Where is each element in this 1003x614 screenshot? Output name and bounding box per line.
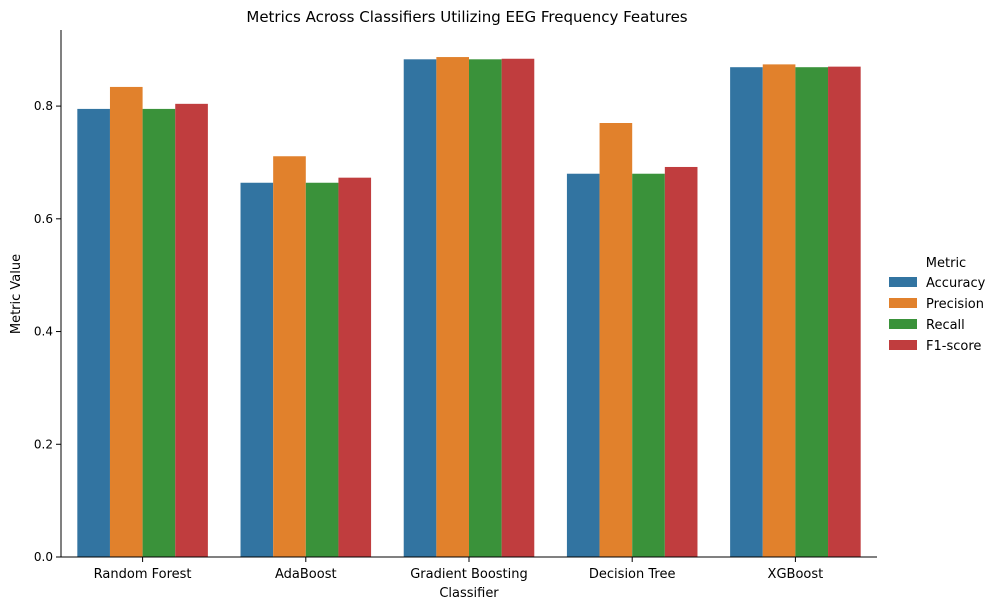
legend-label: Accuracy (926, 276, 986, 291)
bar-precision-adaboost (273, 156, 306, 557)
bar-f1-score-gradient-boosting (501, 58, 535, 557)
bar-f1-score-decision-tree (664, 166, 698, 558)
bar-precision-random-forest (109, 86, 143, 557)
bar-f1-score-adaboost (338, 177, 372, 557)
legend-swatch (889, 319, 917, 329)
x-axis-label: Classifier (439, 586, 499, 601)
bars-layer (77, 57, 861, 558)
y-tick-label: 0.0 (34, 550, 53, 564)
bar-precision-gradient-boosting (436, 57, 469, 558)
x-tick-label: XGBoost (768, 567, 824, 582)
bar-precision-decision-tree (599, 123, 633, 557)
bar-precision-xgboost (762, 64, 796, 557)
x-ticks: Random Forest AdaBoost Gradient Boosting De… (94, 557, 824, 582)
bar-f1-score-random-forest (175, 103, 208, 557)
bar-f1-score-xgboost (828, 66, 861, 558)
bar-recall-decision-tree (632, 173, 665, 557)
bar-recall-gradient-boosting (469, 59, 502, 558)
chart-title: Metrics Across Classifiers Utilizing EEG… (246, 8, 687, 26)
y-axis-label: Metric Value (9, 254, 24, 334)
x-tick-label: Random Forest (94, 567, 192, 582)
y-tick-label: 0.6 (34, 212, 53, 226)
bar-recall-xgboost (795, 67, 829, 557)
legend-label: Precision (926, 297, 984, 312)
bar-accuracy-xgboost (730, 67, 763, 557)
y-tick-label: 0.4 (34, 325, 53, 339)
legend-swatch (889, 277, 917, 287)
legend-title: Metric (926, 256, 966, 271)
x-tick-label: AdaBoost (275, 567, 337, 582)
legend-label: Recall (926, 318, 965, 333)
x-tick-label: Gradient Boosting (410, 567, 528, 582)
bar-accuracy-decision-tree (566, 173, 600, 557)
legend: Metric Accuracy Precision Recall F1-score (889, 256, 986, 354)
legend-label: F1-score (926, 339, 981, 354)
bar-recall-random-forest (142, 108, 176, 557)
y-tick-label: 0.8 (34, 99, 53, 113)
legend-swatch (889, 340, 917, 350)
y-ticks: 0.0 0.2 0.4 0.6 0.8 (34, 99, 61, 564)
x-tick-label: Decision Tree (589, 567, 676, 582)
y-tick-label: 0.2 (34, 437, 53, 451)
bar-accuracy-random-forest (77, 108, 110, 557)
bar-accuracy-adaboost (240, 182, 274, 557)
bar-accuracy-gradient-boosting (403, 59, 437, 558)
bar-recall-adaboost (305, 182, 339, 557)
legend-swatch (889, 298, 917, 308)
